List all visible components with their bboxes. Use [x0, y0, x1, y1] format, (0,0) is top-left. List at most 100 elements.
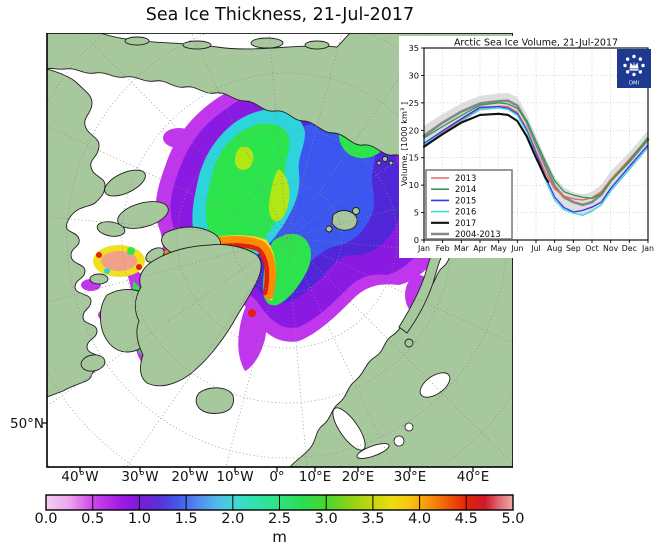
land-island — [325, 225, 333, 233]
logo-star — [632, 72, 636, 77]
map-frame — [46, 33, 513, 468]
month-tick-label: Jan — [641, 244, 654, 253]
chart-series-lines — [422, 99, 650, 217]
colorbar-tick-label: 4.5 — [454, 511, 478, 527]
month-tick-label: Feb — [436, 244, 450, 253]
month-tick-label: Mar — [454, 244, 470, 253]
month-tick-label: Jul — [530, 244, 540, 253]
graticule-meridian — [286, 33, 343, 239]
logo-star — [638, 57, 643, 61]
latitude-label: 50°N — [10, 416, 45, 432]
graticule-meridian — [286, 237, 395, 467]
volume-tick-label: 5 — [414, 208, 419, 218]
graticule-parallel — [231, 182, 343, 294]
ice-patch-archipelago-salmon — [101, 251, 137, 271]
land-island-victoria — [117, 201, 169, 229]
figure-title: Sea Ice Thickness, 21-Jul-2017 — [145, 5, 415, 25]
longitude-tick-label: 0° — [269, 469, 285, 485]
logo-star — [632, 54, 636, 59]
longitude-tick-label: 40°E — [456, 469, 490, 485]
logo-star — [638, 70, 643, 74]
chart-axis-labels: Jan Feb Mar Apr May Jun Jul Aug Sep Oct Nov Dec Jan0… — [408, 43, 654, 253]
colorbar-tick-label: 3.0 — [314, 511, 338, 527]
legend-item-label: 2004-2013 — [455, 229, 501, 239]
colorbar-frame — [45, 494, 514, 511]
graticule-meridian — [47, 237, 288, 407]
thickness-colorbar — [45, 494, 514, 511]
logo-star — [625, 57, 630, 61]
volume-tick-label: 0 — [414, 235, 419, 245]
logo-star — [625, 70, 630, 74]
land-island — [96, 221, 126, 237]
graticule-meridian — [286, 177, 513, 239]
inset-chart-title: Arctic Sea Ice Volume, 21-Jul-2017 — [454, 38, 618, 49]
ice-streak-yellowgreen — [268, 169, 290, 222]
month-tick-label: Oct — [585, 244, 598, 253]
colorbar-tick-label: 2.5 — [267, 511, 292, 527]
colorbar-tick-label: 3.5 — [361, 511, 385, 527]
ice-region-green-fram — [263, 233, 311, 306]
ice-patch — [163, 128, 195, 148]
month-tick-label: Sep — [566, 244, 581, 253]
colorbar-tick-label: 1.5 — [174, 511, 198, 527]
logo-text: DMI — [629, 81, 639, 87]
land-iceland — [195, 387, 235, 414]
land-layer — [47, 33, 513, 467]
ice-region-violet-tongue-egreenland — [238, 295, 267, 371]
logo-star — [623, 63, 627, 68]
lake — [404, 422, 414, 432]
month-tick-label: Apr — [473, 244, 487, 253]
volume-tick-label: 25 — [408, 98, 419, 108]
ocean-white-sea — [419, 372, 451, 398]
colorbar-tick-label: 2.0 — [221, 511, 245, 527]
month-tick-label: Aug — [547, 244, 562, 253]
graticule-meridian — [286, 237, 513, 465]
ice-dot — [96, 252, 102, 258]
graticule-meridian — [286, 79, 513, 239]
graticule — [47, 33, 513, 467]
land-greenland — [134, 244, 262, 387]
land-island-banks — [104, 169, 146, 197]
land-island — [404, 338, 414, 348]
volume-tick-label: 15 — [408, 153, 419, 163]
ice-dot — [248, 309, 256, 317]
longitude-tick-label: 20°W — [171, 469, 209, 485]
ice-dot — [136, 264, 142, 270]
legend-box — [425, 169, 513, 240]
graticule-meridian — [47, 237, 288, 303]
colorbar-tick-label: 4.0 — [408, 511, 432, 527]
ice-dot — [127, 247, 135, 255]
land-franz-josef — [382, 156, 388, 162]
longitude-tick-label: 10°W — [216, 469, 254, 485]
logo-star — [641, 63, 645, 68]
ocean-gulf-finland — [356, 443, 390, 459]
logo-crown — [629, 61, 639, 69]
graticule-meridian — [81, 33, 288, 239]
dmi-logo: DMI — [617, 49, 651, 88]
graticule-meridian — [286, 237, 308, 467]
longitude-tick-label: 20°E — [341, 469, 375, 485]
colorbar-tick-label: 0.0 — [34, 511, 58, 527]
month-tick-label: Jun — [510, 244, 523, 253]
land-franz-josef — [376, 160, 382, 166]
legend-item-label: 2016 — [455, 207, 476, 217]
graticule-meridian — [268, 33, 288, 239]
month-tick-label: Jan — [417, 244, 430, 253]
graticule-parallel — [176, 127, 398, 349]
colorbar-tick-label: 1.0 — [127, 511, 151, 527]
land-island — [250, 37, 284, 49]
volume-tick-label: 10 — [408, 180, 419, 190]
graticule-meridian — [47, 216, 288, 239]
series-line-2016 — [423, 107, 649, 217]
colorbar-unit-label: m — [272, 528, 287, 546]
longitude-tick-label: 40°W — [61, 469, 99, 485]
ice-region-green-core — [205, 123, 290, 258]
land-island — [89, 273, 109, 285]
ice-dot — [104, 268, 110, 274]
graticule-meridian — [286, 237, 513, 259]
graticule-meridian — [286, 33, 431, 239]
colorbar-svg — [45, 494, 514, 511]
land-island — [124, 36, 150, 46]
graticule-meridian — [191, 33, 288, 239]
